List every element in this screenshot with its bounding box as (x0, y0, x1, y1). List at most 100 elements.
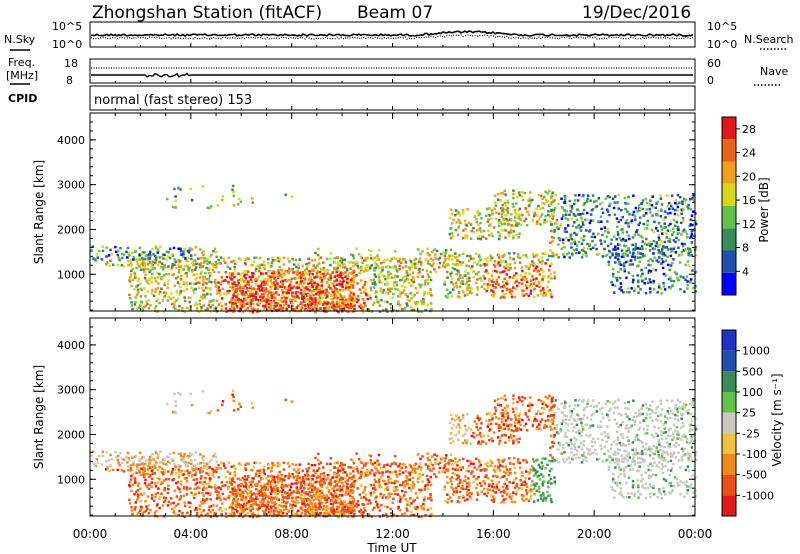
velocity-cell (452, 440, 455, 443)
power-cell (317, 247, 320, 251)
velocity-cell (340, 478, 343, 482)
velocity-cell (245, 478, 249, 481)
power-cell (153, 307, 157, 310)
velocity-cell (335, 475, 339, 479)
velocity-cell (164, 478, 168, 481)
velocity-cell (140, 493, 144, 497)
power-cell (466, 234, 469, 237)
velocity-cell (272, 509, 276, 512)
power-cell (129, 273, 133, 276)
velocity-cell (252, 500, 255, 503)
velocity-cell (211, 508, 214, 512)
power-cell (490, 293, 494, 297)
power-cell (451, 254, 454, 258)
power-cell (417, 310, 421, 313)
velocity-cell (245, 462, 249, 465)
velocity-cell (202, 458, 205, 462)
power-cell (662, 226, 665, 230)
velocity-cell (264, 486, 267, 489)
power-cell (549, 229, 553, 233)
power-cell (386, 283, 389, 286)
power-cell (615, 238, 618, 241)
power-cell (273, 309, 276, 312)
velocity-cell (146, 485, 149, 489)
power-cell (145, 300, 148, 303)
power-cell (421, 302, 424, 305)
power-cell (520, 289, 524, 292)
power-cell (605, 253, 609, 257)
power-cell (237, 257, 241, 260)
power-cell (423, 290, 426, 294)
velocity-cell (263, 513, 266, 516)
velocity-cell (347, 493, 350, 496)
power-cell (172, 246, 176, 250)
power-cell (205, 257, 209, 260)
velocity-cell (375, 495, 378, 498)
velocity-cell (294, 496, 298, 499)
power-cell (500, 213, 504, 216)
velocity-cell (133, 479, 137, 483)
power-cell (318, 271, 322, 274)
velocity-cell (465, 441, 468, 445)
power-cell (510, 292, 513, 295)
velocity-cell (94, 464, 98, 468)
velocity-cell (239, 503, 243, 507)
power-cell (494, 286, 498, 289)
velocity-cell (362, 491, 365, 494)
velocity-cell (352, 500, 355, 503)
power-cell (379, 290, 382, 293)
power-cell (136, 288, 140, 292)
power-cell (660, 240, 663, 243)
velocity-cell (296, 491, 300, 494)
power-cell (352, 295, 355, 298)
velocity-cell (135, 465, 139, 468)
power-cell (466, 288, 469, 292)
velocity-cell (351, 502, 354, 505)
power-cell (338, 296, 341, 299)
power-cell (182, 252, 185, 256)
power-cell (557, 227, 560, 230)
power-cell (656, 200, 659, 204)
power-cell (411, 271, 415, 275)
velocity-cell (330, 487, 333, 490)
velocity-cell (262, 488, 265, 491)
power-cell (207, 277, 211, 280)
power-cell (230, 278, 233, 281)
power-cell (364, 267, 367, 270)
velocity-cell (414, 471, 417, 474)
power-cell (272, 307, 276, 310)
velocity-cell (285, 512, 288, 515)
velocity-cell (225, 480, 229, 484)
velocity-cell (304, 498, 308, 501)
power-cell (553, 271, 556, 274)
velocity-cell (261, 492, 264, 496)
velocity-cell (194, 451, 198, 454)
power-cell (291, 304, 294, 308)
power-cell (489, 223, 492, 226)
velocity-cell (423, 495, 426, 499)
power-cell (620, 289, 623, 292)
power-cell (600, 220, 603, 223)
power-cell (119, 246, 122, 250)
power-cell (667, 277, 671, 281)
power-cell (239, 258, 242, 262)
colorbar-tick-label: 20 (742, 170, 756, 183)
power-cell (493, 194, 497, 198)
velocity-cell (461, 414, 465, 417)
power-cell (353, 275, 356, 278)
power-cell (606, 208, 609, 211)
power-cell (645, 227, 649, 230)
power-cell (646, 223, 649, 226)
power-cell (390, 306, 393, 310)
velocity-cell (185, 480, 189, 483)
velocity-cell (262, 470, 265, 474)
velocity-cell (351, 476, 354, 479)
power-cell (676, 193, 680, 197)
power-cell (661, 260, 665, 264)
power-cell (517, 215, 521, 218)
power-cell (493, 207, 496, 210)
power-cell (174, 206, 177, 209)
power-cell (386, 277, 389, 280)
power-cell (247, 283, 251, 286)
